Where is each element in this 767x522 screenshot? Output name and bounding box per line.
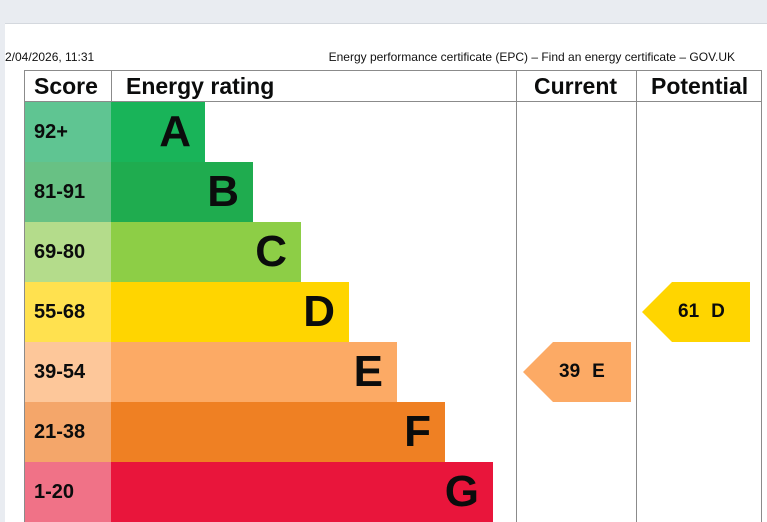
- print-page-title: Energy performance certificate (EPC) – F…: [328, 50, 735, 64]
- current-rating-value: 39: [559, 361, 581, 382]
- table-border-right: [761, 70, 762, 522]
- browser-top-strip: [0, 0, 767, 8]
- potential-rating-letter: D: [711, 301, 725, 322]
- print-header: 2/04/2026, 11:31 Energy performance cert…: [5, 50, 735, 64]
- current-column-divider: [516, 70, 517, 522]
- print-datetime: 2/04/2026, 11:31: [5, 50, 95, 64]
- potential-rating-arrow: 61 D: [642, 282, 750, 342]
- rating-bar-g: G: [111, 462, 493, 522]
- score-cell: 21-38: [24, 402, 111, 462]
- score-cell: 69-80: [24, 222, 111, 282]
- score-cell: 55-68: [24, 282, 111, 342]
- header-score: Score: [34, 73, 98, 99]
- table-border-top: [24, 70, 762, 71]
- header-potential: Potential: [651, 73, 749, 99]
- header-divider: [24, 101, 762, 102]
- rating-bar-a: A: [111, 102, 205, 162]
- rating-bar-b: B: [111, 162, 253, 222]
- score-cell: 39-54: [24, 342, 111, 402]
- score-cell: 1-20: [24, 462, 111, 522]
- epc-rating-table: Score Energy rating Current Potential 92…: [24, 70, 762, 522]
- score-cell: 92+: [24, 102, 111, 162]
- table-border-left: [24, 70, 25, 522]
- score-cell: 81-91: [24, 162, 111, 222]
- header-energy-rating: Energy rating: [126, 73, 275, 99]
- potential-rating-value: 61: [678, 301, 700, 322]
- rating-bar-e: E: [111, 342, 397, 402]
- rating-bar-f: F: [111, 402, 445, 462]
- header-current: Current: [534, 73, 618, 99]
- potential-column-divider: [636, 70, 637, 522]
- rating-bar-d: D: [111, 282, 349, 342]
- print-page: 2/04/2026, 11:31 Energy performance cert…: [5, 23, 767, 522]
- current-rating-letter: E: [592, 361, 605, 382]
- rating-bar-c: C: [111, 222, 301, 282]
- current-rating-arrow: 39 E: [523, 342, 631, 402]
- score-column-divider: [111, 70, 112, 102]
